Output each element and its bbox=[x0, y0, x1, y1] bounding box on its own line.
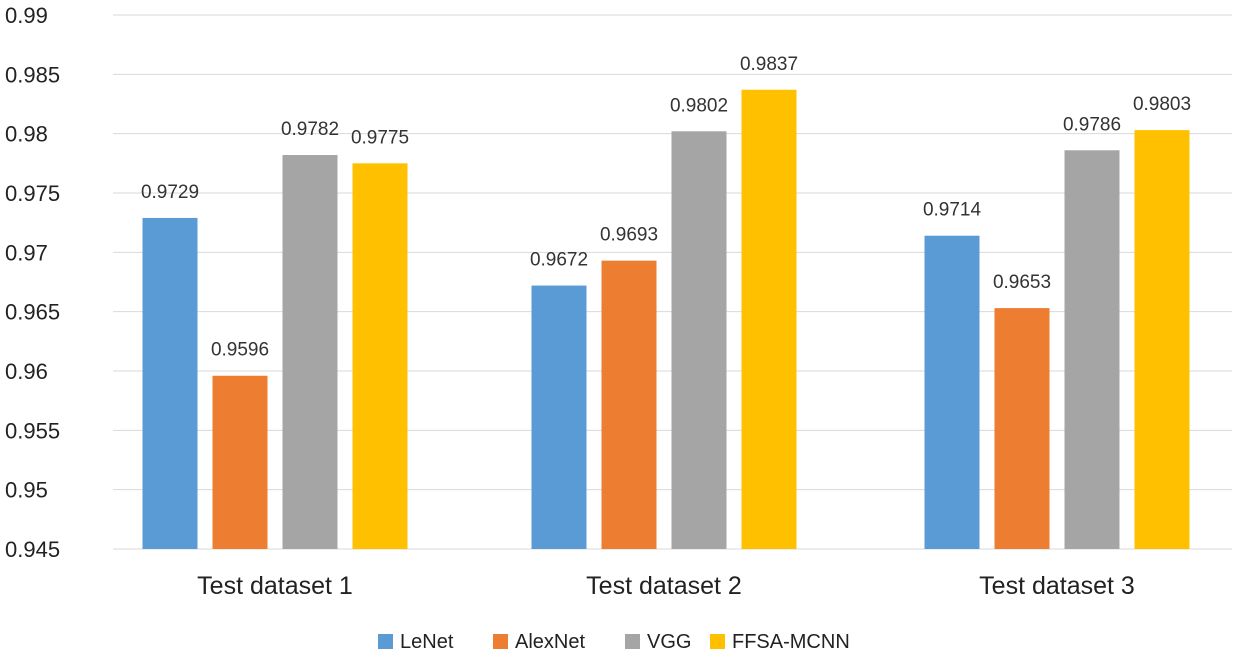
y-tick-label: 0.98 bbox=[5, 122, 48, 147]
x-tick-label: Test dataset 1 bbox=[197, 572, 353, 600]
y-tick-label: 0.95 bbox=[5, 478, 48, 503]
data-label: 0.9653 bbox=[993, 272, 1051, 293]
y-axis-ticks: 0.945 0.95 0.955 0.96 0.965 0.97 0.975 0.98 0.98… bbox=[5, 3, 60, 562]
bar-lenet-2 bbox=[531, 285, 587, 549]
data-label: 0.9782 bbox=[281, 119, 339, 140]
data-label: 0.9837 bbox=[740, 54, 798, 75]
data-label: 0.9672 bbox=[530, 250, 588, 271]
bar-lenet-1 bbox=[142, 217, 198, 550]
bar-lenet-3 bbox=[924, 235, 980, 549]
y-tick-label: 0.955 bbox=[5, 418, 60, 443]
legend-swatch bbox=[493, 634, 508, 649]
data-label: 0.9802 bbox=[670, 95, 728, 116]
legend-item-lenet: LeNet bbox=[378, 631, 454, 653]
y-tick-label: 0.99 bbox=[5, 3, 48, 28]
bar-alexnet-3 bbox=[994, 308, 1050, 549]
legend: LeNet AlexNet VGG FFSA-MCNN bbox=[378, 631, 850, 653]
legend-item-vgg: VGG bbox=[625, 631, 691, 653]
x-tick-label: Test dataset 3 bbox=[979, 572, 1135, 600]
x-tick-label: Test dataset 2 bbox=[586, 572, 742, 600]
data-label: 0.9596 bbox=[211, 340, 269, 361]
data-label: 0.9786 bbox=[1063, 114, 1121, 135]
data-label: 0.9729 bbox=[141, 182, 199, 203]
bar-vgg-2 bbox=[671, 131, 727, 549]
y-tick-label: 0.97 bbox=[5, 240, 48, 265]
bar-ffsa-mcnn-1 bbox=[352, 163, 408, 550]
legend-label: AlexNet bbox=[515, 631, 585, 653]
y-tick-label: 0.985 bbox=[5, 62, 60, 87]
legend-item-alexnet: AlexNet bbox=[493, 631, 585, 653]
data-label: 0.9693 bbox=[600, 225, 658, 246]
bar-alexnet-2 bbox=[601, 260, 657, 549]
legend-swatch bbox=[710, 634, 725, 649]
bar-vgg-1 bbox=[282, 155, 338, 549]
y-tick-label: 0.975 bbox=[5, 181, 60, 206]
bar-ffsa-mcnn-3 bbox=[1134, 130, 1190, 549]
legend-label: FFSA-MCNN bbox=[732, 631, 850, 653]
x-axis-ticks: Test dataset 1 Test dataset 2 Test dataset… bbox=[197, 572, 1135, 600]
bar-alexnet-1 bbox=[212, 375, 268, 549]
data-label: 0.9714 bbox=[923, 200, 982, 221]
bar-vgg-3 bbox=[1064, 150, 1120, 549]
y-tick-label: 0.945 bbox=[5, 537, 60, 562]
legend-label: LeNet bbox=[400, 631, 454, 653]
data-label: 0.9775 bbox=[351, 127, 409, 148]
data-label: 0.9803 bbox=[1133, 94, 1191, 115]
legend-swatch bbox=[378, 634, 393, 649]
legend-item-ffsa-mcnn: FFSA-MCNN bbox=[710, 631, 850, 653]
legend-swatch bbox=[625, 634, 640, 649]
bars bbox=[142, 89, 1190, 550]
y-tick-label: 0.96 bbox=[5, 359, 48, 384]
data-labels: 0.9729 0.9596 0.9782 0.9775 0.9672 0.9693 0.98… bbox=[141, 54, 1191, 361]
legend-label: VGG bbox=[647, 631, 691, 653]
y-tick-label: 0.965 bbox=[5, 300, 60, 325]
bar-ffsa-mcnn-2 bbox=[741, 89, 797, 549]
